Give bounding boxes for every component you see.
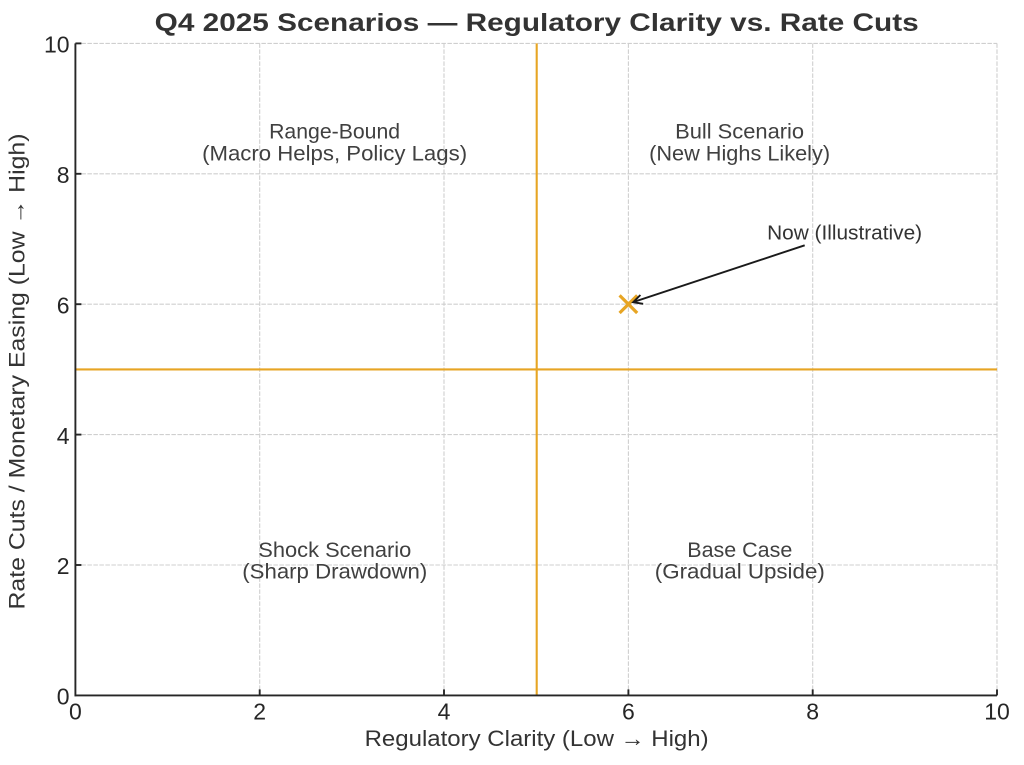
svg-text:0: 0 <box>57 684 70 710</box>
svg-text:2: 2 <box>57 553 70 579</box>
svg-text:6: 6 <box>622 698 635 724</box>
svg-text:6: 6 <box>57 292 70 318</box>
svg-text:Base Case: Base Case <box>687 539 792 562</box>
svg-text:Rate Cuts / Monetary Easing (L: Rate Cuts / Monetary Easing (Low → High) <box>4 134 29 610</box>
svg-text:(Sharp Drawdown): (Sharp Drawdown) <box>242 561 427 584</box>
svg-text:(Macro Helps, Policy Lags): (Macro Helps, Policy Lags) <box>202 142 467 165</box>
svg-text:8: 8 <box>806 698 819 724</box>
svg-text:Bull Scenario: Bull Scenario <box>675 121 804 144</box>
svg-text:8: 8 <box>57 162 70 188</box>
svg-text:4: 4 <box>57 423 70 449</box>
svg-text:(Gradual Upside): (Gradual Upside) <box>655 561 825 584</box>
svg-text:2: 2 <box>253 698 266 724</box>
svg-text:0: 0 <box>69 698 82 724</box>
svg-text:Now (Illustrative): Now (Illustrative) <box>767 223 922 245</box>
svg-text:Shock Scenario: Shock Scenario <box>258 539 411 562</box>
svg-text:Regulatory Clarity (Low → High: Regulatory Clarity (Low → High) <box>365 726 709 751</box>
svg-text:(New Highs Likely): (New Highs Likely) <box>649 142 830 165</box>
svg-text:Range-Bound: Range-Bound <box>269 121 400 144</box>
svg-text:Q4 2025 Scenarios — Regulatory: Q4 2025 Scenarios — Regulatory Clarity v… <box>155 9 919 37</box>
svg-text:4: 4 <box>438 698 451 724</box>
svg-text:10: 10 <box>44 32 70 58</box>
svg-text:10: 10 <box>984 698 1010 724</box>
